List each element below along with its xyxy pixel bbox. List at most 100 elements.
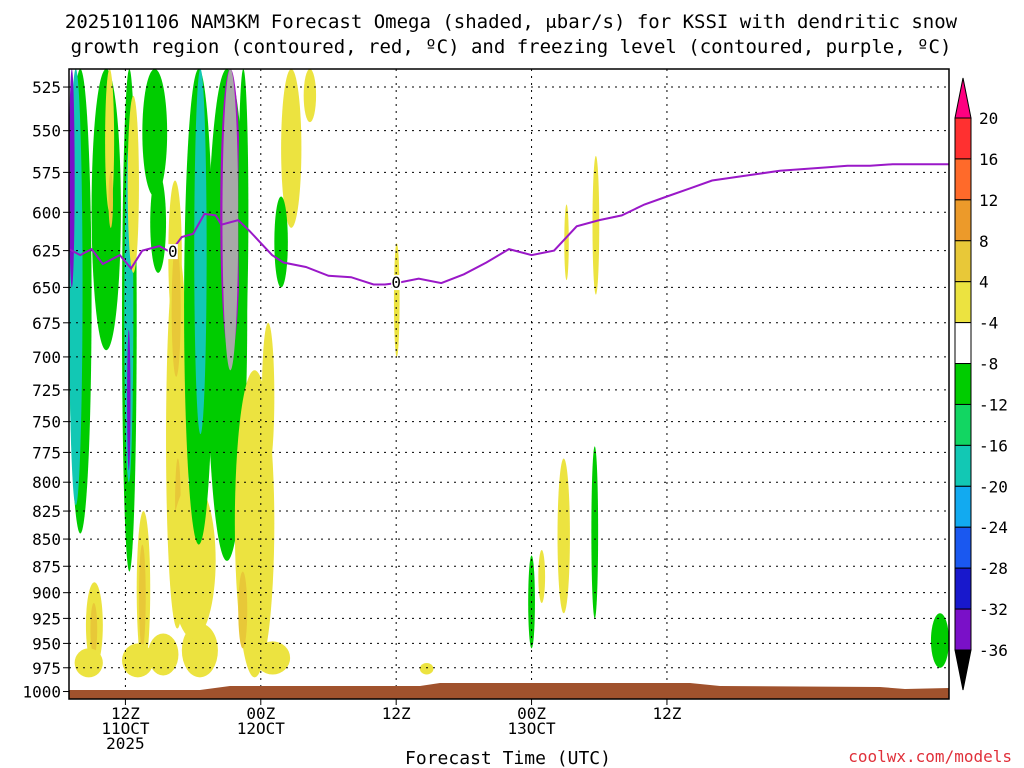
- chart-title-line2: growth region (contoured, red, ºC) and f…: [71, 36, 952, 58]
- omega-feature-38: [393, 243, 400, 357]
- omega-feature-44: [592, 155, 600, 295]
- y-tick-label-700: 700: [32, 348, 61, 367]
- colorbar-band-6: [954, 363, 972, 405]
- colorbar-band-10: [954, 526, 972, 569]
- colorbar-arrow-top: [954, 77, 972, 119]
- x-tick-label-0-2: 2025: [106, 734, 145, 753]
- terrain-strip: [69, 683, 949, 699]
- omega-feature-32: [238, 571, 248, 649]
- omega-feature-5: [69, 69, 75, 288]
- colorbar-label-12: -32: [979, 600, 1008, 619]
- omega-feature-29: [222, 69, 239, 371]
- x-tick-label-3-0: 00Z: [517, 704, 546, 723]
- colorbar-label-8: -16: [979, 436, 1008, 455]
- colorbar-label-3: 8: [979, 232, 989, 251]
- omega-feature-45: [591, 446, 599, 619]
- grid-lines: [69, 69, 949, 699]
- omega-feature-35: [274, 196, 288, 288]
- colorbar-label-10: -24: [979, 518, 1008, 537]
- x-tick-label-0-0: 12Z: [111, 704, 140, 723]
- y-tick-label-1000: 1000: [22, 683, 61, 702]
- y-tick-label-575: 575: [32, 163, 61, 182]
- colorbar-label-6: -8: [979, 355, 998, 374]
- colorbar-band-1: [954, 158, 972, 201]
- y-tick-label-825: 825: [32, 502, 61, 521]
- omega-feature-34: [281, 69, 302, 228]
- omega-feature-16: [147, 633, 179, 676]
- colorbar-arrow-bottom: [954, 649, 972, 691]
- y-tick-label-675: 675: [32, 314, 61, 333]
- y-tick-label-650: 650: [32, 278, 61, 297]
- y-tick-label-800: 800: [32, 473, 61, 492]
- omega-feature-1: [90, 603, 98, 656]
- omega-feature-33: [261, 322, 275, 471]
- terrain-fill: [69, 683, 949, 699]
- omega-feature-14: [138, 544, 146, 649]
- omega-feature-36: [255, 641, 291, 675]
- omega-feature-11: [127, 329, 131, 471]
- y-tick-label-600: 600: [32, 203, 61, 222]
- freezing-label-0: 0: [168, 242, 178, 261]
- colorbar-band-11: [954, 567, 972, 610]
- x-tick-label-1-1: 12OCT: [237, 719, 286, 738]
- omega-feature-39: [419, 662, 434, 675]
- x-tick-label-3-1: 13OCT: [507, 719, 556, 738]
- freezing-label-bg-0: [167, 244, 178, 260]
- omega-feature-12: [127, 95, 139, 273]
- freezing-label-1: 0: [391, 273, 401, 292]
- colorbar-label-7: -12: [979, 395, 1008, 414]
- colorbar-label-2: 12: [979, 191, 998, 210]
- y-tick-label-950: 950: [32, 634, 61, 653]
- x-tick-label-0-1: 11OCT: [101, 719, 150, 738]
- x-tick-label-2-0: 12Z: [382, 704, 411, 723]
- omega-feature-37: [303, 69, 317, 123]
- colorbar-band-0: [954, 117, 972, 160]
- omega-feature-26: [194, 69, 207, 435]
- y-tick-label-875: 875: [32, 557, 61, 576]
- omega-shading: [69, 69, 949, 678]
- omega-feature-30: [238, 69, 249, 357]
- y-axis-ticks: 525 550 575 600 625 650 675 700 725 750 775 800 825 8…: [22, 78, 69, 702]
- omega-feature-43: [564, 204, 569, 281]
- colorbar-label-9: -20: [979, 477, 1008, 496]
- omega-feature-8: [108, 172, 113, 228]
- omega-feature-41: [557, 458, 570, 614]
- y-tick-label-975: 975: [32, 659, 61, 678]
- colorbar-band-2: [954, 199, 972, 242]
- omega-feature-21: [171, 243, 181, 377]
- colorbar-label-1: 16: [979, 150, 998, 169]
- colorbar-label-0: 20: [979, 109, 998, 128]
- x-axis-label: Forecast Time (UTC): [405, 748, 611, 768]
- y-tick-label-775: 775: [32, 443, 61, 462]
- chart-title-line1: 2025101106 NAM3KM Forecast Omega (shaded…: [65, 11, 958, 33]
- colorbar-label-4: 4: [979, 273, 989, 292]
- omega-feature-2: [74, 648, 103, 678]
- colorbar-label-11: -28: [979, 559, 1008, 578]
- omega-feature-42: [538, 550, 546, 604]
- colorbar-band-3: [954, 240, 972, 283]
- colorbar-band-9: [954, 485, 972, 528]
- freezing-label-bg-1: [391, 275, 402, 291]
- omega-feature-17: [142, 69, 168, 197]
- x-tick-label-4-0: 12Z: [652, 704, 681, 723]
- colorbar-band-4: [954, 281, 972, 324]
- omega-feature-18: [150, 172, 167, 273]
- y-tick-label-900: 900: [32, 584, 61, 603]
- colorbar-label-13: -36: [979, 641, 1008, 660]
- freezing-level-contour: 00: [68, 163, 949, 292]
- credit-text: coolwx.com/models: [848, 747, 1012, 766]
- colorbar-band-5: [954, 322, 972, 365]
- y-tick-label-550: 550: [32, 122, 61, 141]
- omega-feature-15: [122, 643, 154, 678]
- y-tick-label-925: 925: [32, 609, 61, 628]
- y-tick-label-725: 725: [32, 381, 61, 400]
- y-tick-label-525: 525: [32, 78, 61, 97]
- y-tick-label-750: 750: [32, 413, 61, 432]
- x-tick-label-1-0: 00Z: [246, 704, 275, 723]
- colorbar: 20 16 12 8 4 -4 -8 -12 -16 -20 -24 -28 -32 -36: [954, 77, 1008, 691]
- colorbar-label-5: -4: [979, 314, 998, 333]
- colorbar-band-12: [954, 608, 972, 651]
- y-tick-label-850: 850: [32, 530, 61, 549]
